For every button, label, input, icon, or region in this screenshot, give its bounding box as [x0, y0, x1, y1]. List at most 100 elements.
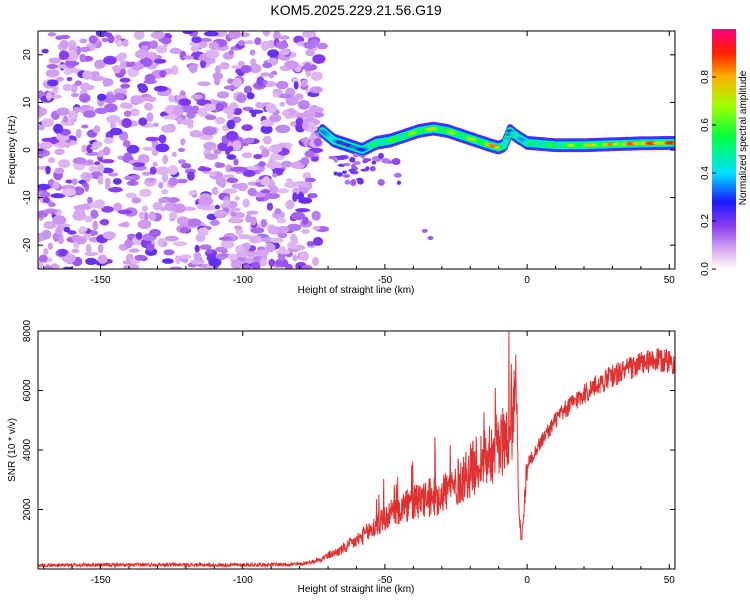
noise-cell: [121, 118, 132, 128]
noise-cell: [251, 112, 257, 118]
noise-cell: [268, 258, 276, 267]
noise-cell: [301, 229, 310, 234]
noise-cell: [297, 180, 309, 188]
noise-cell: [284, 109, 291, 120]
noise-cell: [290, 233, 297, 243]
noise-cell: [182, 31, 194, 35]
noise-cell: [67, 50, 78, 60]
noise-cell: [302, 265, 313, 269]
noise-cell: [280, 48, 290, 56]
noise-cell: [54, 167, 65, 175]
noise-cell: [158, 181, 164, 189]
noise-cell: [250, 227, 265, 234]
noise-cell: [198, 196, 214, 206]
noise-cell: [200, 59, 207, 69]
noise-cell: [294, 93, 304, 101]
noise-cell: [276, 226, 289, 234]
noise-cell: [63, 70, 73, 75]
noise-cell: [277, 232, 288, 239]
noise-cell: [262, 135, 272, 145]
noise-cell: [260, 218, 268, 228]
noise-cell: [176, 178, 188, 184]
noise-cell: [101, 37, 109, 43]
spectrogram-cells: [38, 31, 675, 269]
noise-cell: [38, 124, 45, 131]
noise-cell: [215, 162, 226, 168]
noise-cell: [236, 250, 249, 258]
y-tick-label: 10: [22, 96, 33, 108]
noise-cell: [276, 188, 290, 194]
noise-cell: [85, 243, 92, 254]
x-tick-label: 0: [524, 275, 530, 286]
noise-cell: [52, 85, 59, 95]
noise-cell: [230, 211, 237, 217]
noise-cell: [145, 243, 155, 252]
noise-cell: [181, 163, 192, 169]
noise-cell: [179, 227, 189, 234]
noise-cell: [67, 230, 77, 235]
noise-cell: [114, 34, 122, 40]
noise-cell: [168, 94, 176, 103]
noise-cell: [242, 198, 250, 208]
noise-cell: [249, 63, 262, 74]
noise-cell: [75, 209, 86, 218]
noise-cell: [162, 241, 168, 247]
noise-cell: [174, 255, 182, 264]
noise-cell: [146, 51, 158, 60]
noise-cell: [135, 232, 143, 240]
noise-cell: [197, 81, 211, 86]
noise-cell: [106, 115, 121, 124]
noise-cell: [261, 147, 270, 158]
noise-cell: [126, 180, 139, 186]
noise-cell: [144, 73, 156, 84]
noise-cell: [231, 65, 243, 70]
noise-cell: [84, 251, 99, 256]
ridge-scatter-cell: [365, 166, 370, 171]
x-tick-label: 50: [664, 275, 676, 286]
noise-cell: [302, 216, 309, 225]
noise-cell: [308, 120, 315, 131]
noise-cell: [300, 157, 310, 166]
noise-cell: [237, 40, 246, 46]
noise-cell: [214, 204, 220, 210]
noise-cell: [85, 151, 99, 156]
noise-cell: [123, 265, 130, 269]
noise-cell: [58, 248, 68, 257]
x-tick-label: -150: [91, 575, 111, 586]
noise-cell: [113, 92, 125, 100]
noise-cell: [119, 102, 130, 109]
noise-cell: [269, 114, 282, 123]
noise-cell: [94, 199, 105, 210]
noise-cell: [249, 49, 256, 56]
noise-cell: [191, 36, 202, 44]
noise-cell: [233, 225, 243, 230]
noise-cell: [171, 151, 177, 158]
noise-cell: [64, 61, 80, 66]
noise-cell: [265, 192, 280, 199]
noise-cell: [100, 159, 115, 164]
noise-cell: [241, 124, 253, 131]
noise-cell: [203, 31, 219, 37]
noise-cell: [81, 144, 88, 153]
noise-cell: [56, 225, 64, 231]
noise-cell: [260, 256, 267, 267]
noise-cell: [129, 108, 140, 117]
noise-cell: [57, 236, 64, 245]
noise-cell: [179, 254, 192, 259]
noise-cell: [254, 37, 262, 46]
noise-cell: [56, 76, 64, 82]
noise-cell: [43, 208, 58, 214]
ridge-scatter-cell: [362, 158, 372, 162]
noise-cell: [269, 185, 279, 194]
noise-cell: [303, 136, 309, 147]
noise-cell: [41, 48, 49, 54]
noise-cell: [221, 239, 235, 249]
noise-cell: [144, 102, 154, 111]
noise-cell: [71, 234, 81, 242]
noise-cell: [256, 76, 265, 86]
noise-cell: [262, 31, 271, 37]
noise-cell: [301, 31, 317, 38]
noise-cell: [86, 144, 94, 154]
noise-cell: [122, 260, 133, 265]
noise-cell: [123, 110, 132, 117]
